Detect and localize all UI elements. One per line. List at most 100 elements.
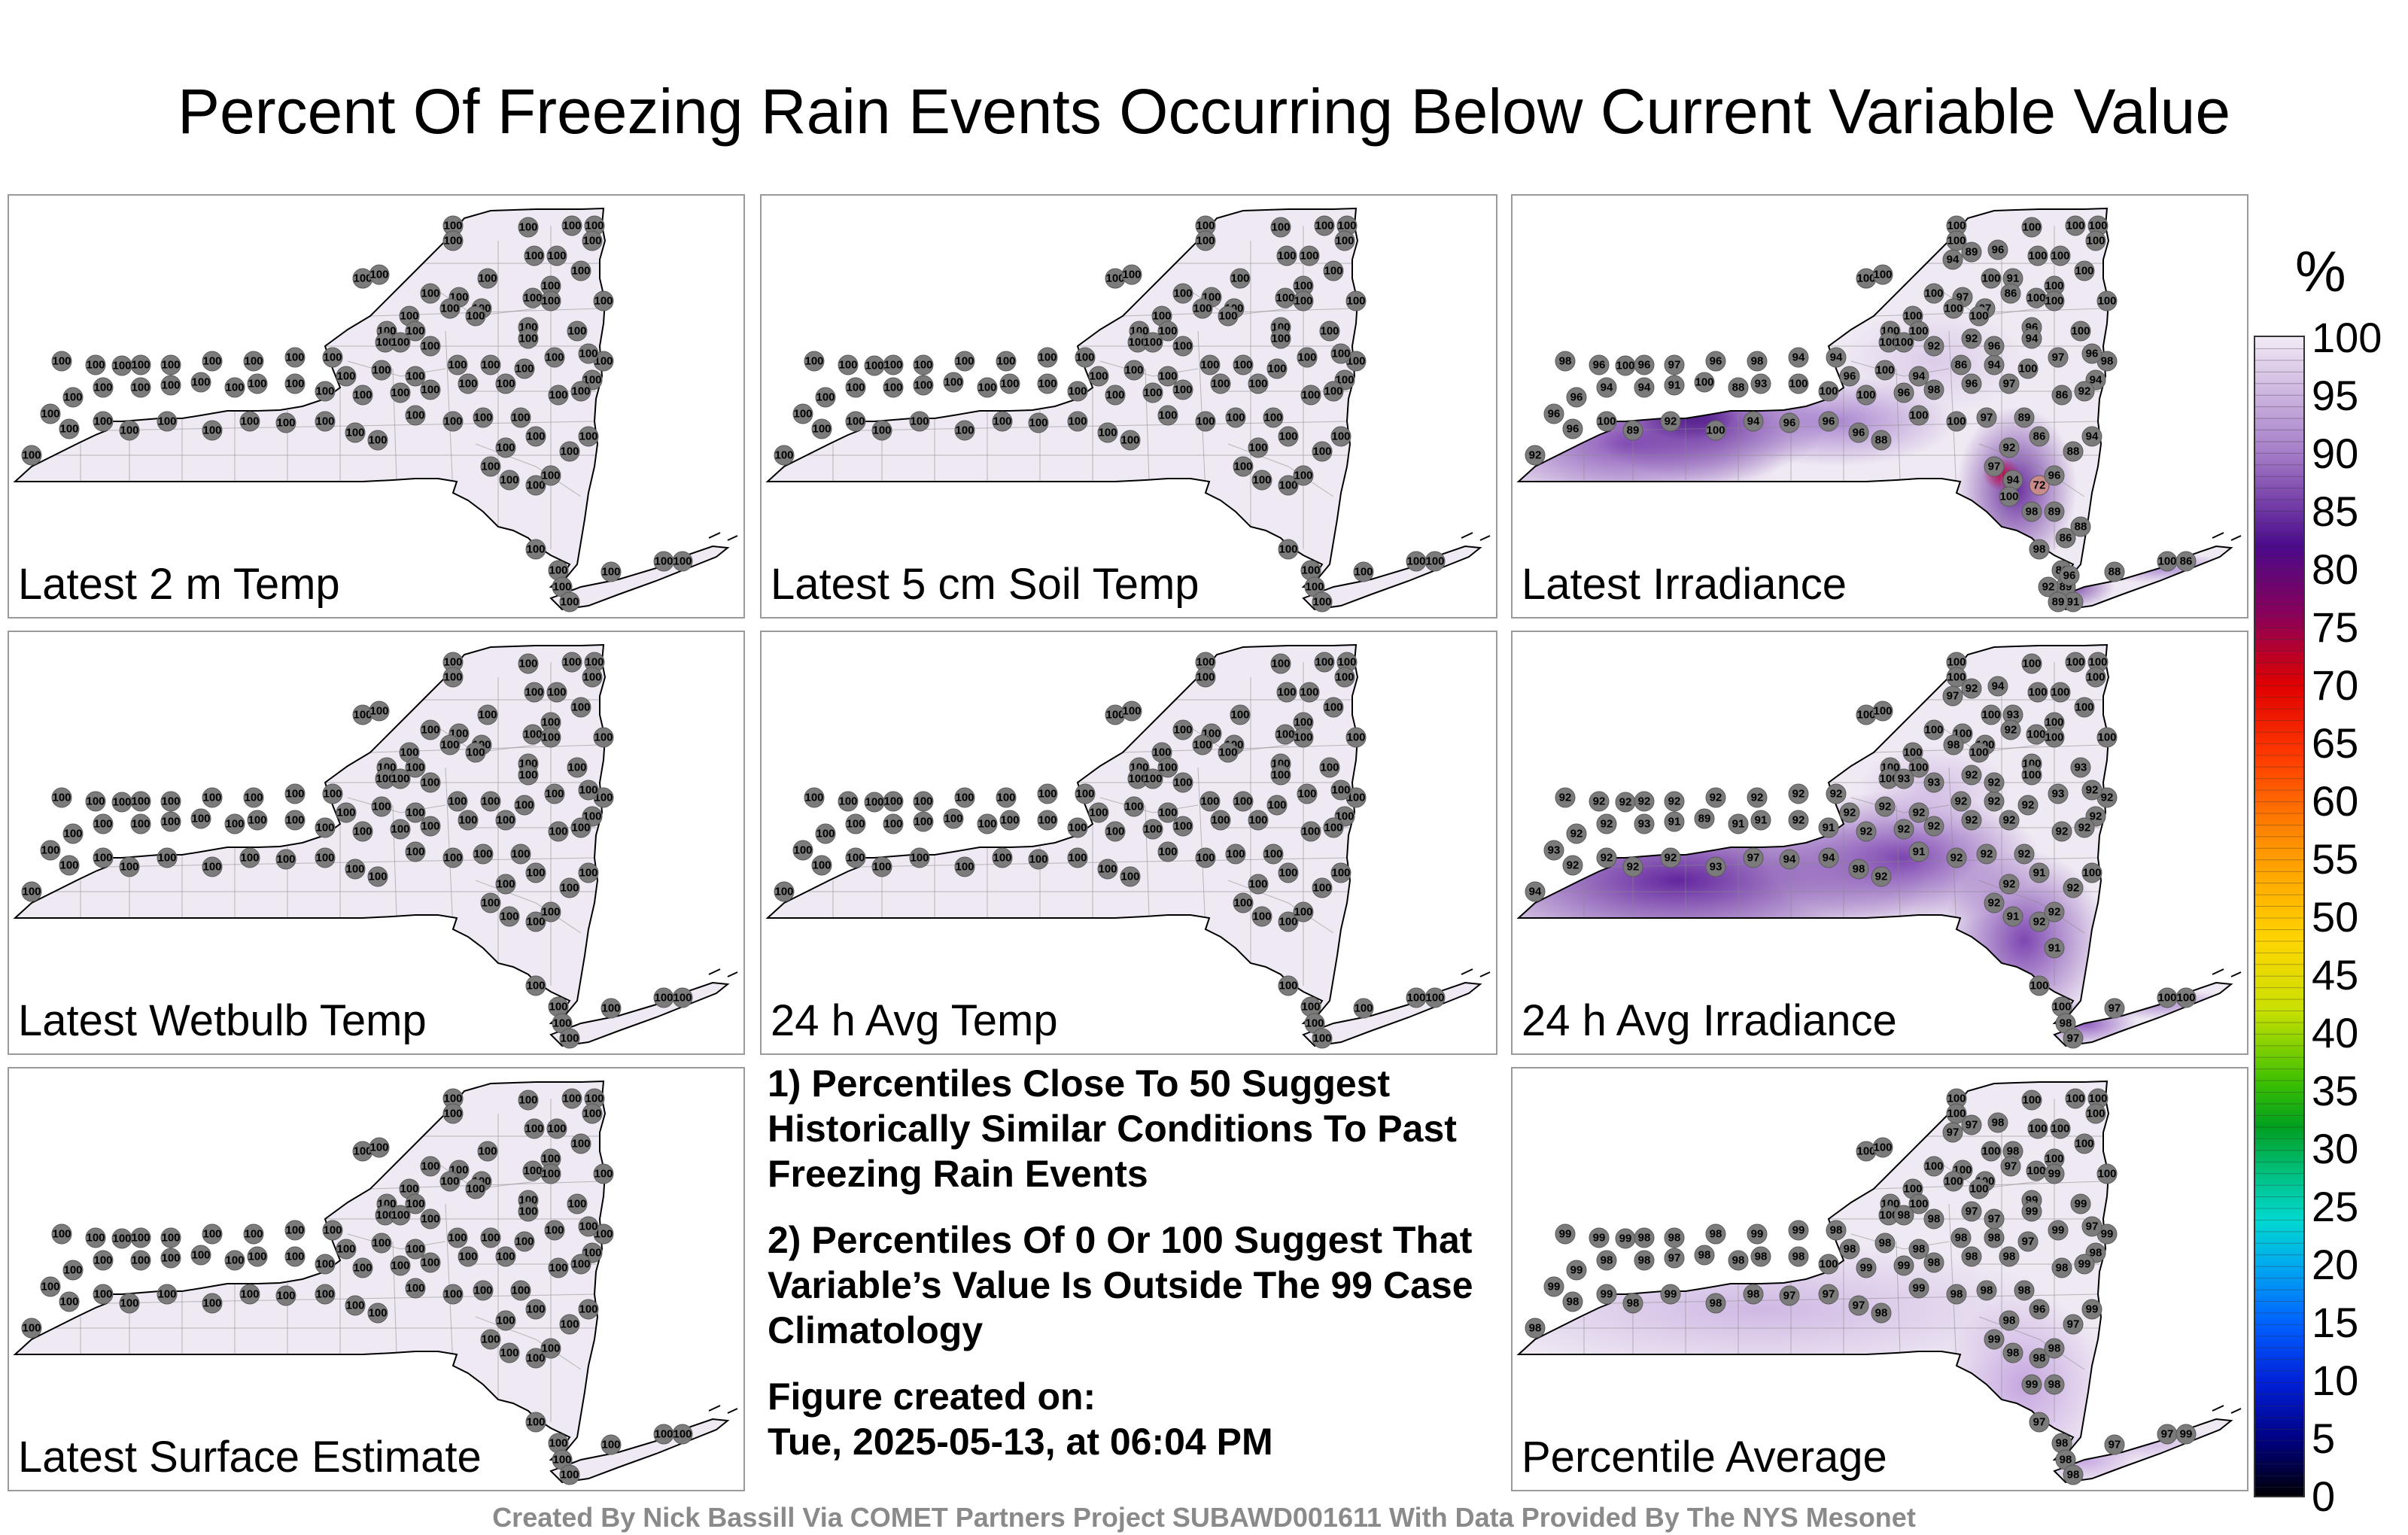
station-value: 100 [466, 310, 485, 323]
station-value: 100 [1324, 701, 1342, 714]
station-marker: 100 [582, 667, 603, 688]
station-value: 100 [518, 1205, 537, 1218]
station-value: 100 [1068, 385, 1087, 398]
station-marker: 98 [1874, 1233, 1896, 1254]
station-value: 92 [1981, 848, 1993, 861]
station-marker: 92 [1839, 802, 1860, 823]
station-marker: 97 [1984, 1208, 2005, 1230]
station-marker: 100 [51, 787, 72, 808]
station-value: 100 [1335, 235, 1354, 248]
station-value: 100 [883, 795, 902, 808]
station-value: 100 [560, 1032, 579, 1045]
station-value: 98 [1988, 1232, 2001, 1245]
station-marker: 100 [130, 377, 151, 398]
station-marker: 98 [1946, 1284, 1967, 1305]
station-marker: 100 [672, 1424, 693, 1445]
station-value: 100 [1903, 310, 1922, 323]
station-marker: 100 [1278, 426, 1299, 447]
station-marker: 93 [1705, 856, 1726, 877]
station-marker: 100 [1345, 727, 1367, 748]
station-value: 100 [1346, 355, 1365, 368]
station-marker: 100 [439, 1171, 461, 1192]
station-value: 100 [443, 671, 462, 684]
state-outline [765, 207, 1359, 588]
station-marker: 100 [439, 298, 461, 319]
station-value: 100 [2022, 1094, 2041, 1107]
station-value: 100 [1038, 378, 1057, 391]
station-value: 100 [2045, 716, 2063, 729]
station-value: 100 [443, 235, 462, 248]
station-value: 100 [240, 415, 259, 428]
station-value: 100 [541, 1342, 560, 1355]
station-marker: 100 [202, 1223, 223, 1245]
station-marker: 100 [480, 791, 501, 812]
colorbar-unit: % [2295, 240, 2346, 304]
station-marker: 100 [390, 819, 411, 840]
station-value: 100 [1200, 795, 1219, 808]
station-value: 92 [1879, 801, 1892, 813]
station-marker: 100 [1596, 411, 1617, 432]
station-value: 97 [2161, 1428, 2174, 1441]
station-marker: 100 [999, 810, 1020, 831]
station-value: 100 [2026, 728, 2045, 741]
station-value: 100 [515, 363, 534, 375]
colorbar-tick-label: 35 [2312, 1067, 2359, 1114]
long-island-outline [549, 1418, 730, 1484]
station-value: 93 [1755, 378, 1768, 391]
station-marker: 100 [1157, 366, 1178, 387]
station-value: 100 [571, 385, 590, 398]
station-value: 100 [22, 886, 41, 898]
station-value: 100 [375, 773, 394, 786]
station-value: 100 [478, 1145, 497, 1158]
colorbar-tick-label: 85 [2312, 488, 2359, 535]
station-marker: 100 [1312, 441, 1333, 462]
station-value: 100 [1152, 310, 1171, 323]
station-value: 100 [400, 746, 418, 759]
station-marker: 100 [792, 840, 813, 861]
station-marker: 100 [1300, 821, 1321, 842]
station-marker: 100 [2065, 1088, 2086, 1109]
station-value: 96 [2033, 1303, 2046, 1316]
station-value: 100 [524, 250, 543, 263]
station-value: 100 [336, 370, 355, 383]
station-marker: 100 [315, 1284, 336, 1305]
station-marker: 100 [1946, 215, 1967, 236]
station-value: 100 [1909, 325, 1928, 338]
station-value: 100 [2045, 731, 2063, 744]
map-panel-latest-wetbulb-temp: 100 100 100 100 100 100 100 100 100 100 100 100 100 1… [8, 631, 745, 1055]
station-marker: 99 [2074, 1254, 2095, 1275]
station-marker: 92 [2000, 719, 2021, 740]
station-value: 92 [1665, 415, 1677, 428]
station-marker: 100 [224, 813, 245, 834]
station-marker: 100 [93, 411, 114, 432]
station-value: 100 [518, 658, 537, 670]
station-value: 98 [1913, 1243, 1926, 1256]
station-marker: 100 [1705, 420, 1726, 441]
station-value: 100 [1068, 822, 1087, 834]
station-marker: 99 [2175, 1424, 2197, 1445]
station-value: 100 [315, 822, 334, 834]
station-value: 100 [443, 220, 462, 233]
station-value: 92 [1627, 861, 1640, 874]
station-marker: 100 [202, 787, 223, 808]
station-marker: 98 [2029, 1348, 2050, 1369]
station-value: 92 [2056, 825, 2069, 838]
station-marker: 97 [1942, 685, 1963, 707]
station-value: 96 [1823, 415, 1835, 428]
station-value: 100 [2066, 1093, 2084, 1105]
station-value: 100 [2088, 656, 2107, 669]
station-marker: 100 [243, 787, 264, 808]
station-value: 100 [526, 867, 545, 880]
station-value: 100 [1879, 336, 1898, 349]
station-value: 100 [1331, 784, 1350, 797]
station-marker: 88 [2104, 561, 2125, 582]
station-marker: 100 [1088, 366, 1109, 387]
station-value: 100 [2028, 1123, 2047, 1135]
station-marker: 100 [1902, 305, 1923, 327]
station-value: 100 [1233, 460, 1252, 473]
station-value: 100 [552, 1454, 571, 1467]
station-marker: 100 [593, 727, 614, 748]
station-marker: 93 [1893, 768, 1914, 789]
station-marker: 100 [570, 260, 591, 281]
